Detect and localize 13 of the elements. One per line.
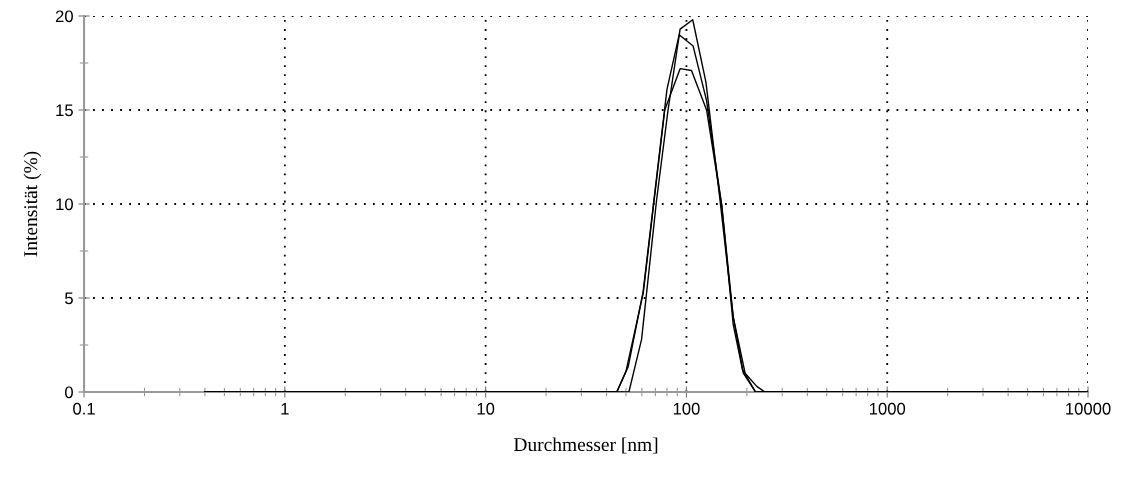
y-tick-label: 0 bbox=[65, 386, 73, 399]
x-tick-label: 1000 bbox=[869, 402, 906, 415]
y-tick-label: 10 bbox=[56, 198, 73, 211]
x-axis-title: Durchmesser [nm] bbox=[513, 437, 658, 454]
x-tick-label: 100 bbox=[673, 402, 700, 415]
y-axis-title: Intensität (%) bbox=[23, 151, 42, 257]
x-tick-label: 1 bbox=[281, 403, 289, 415]
x-tick-label: 10000 bbox=[1066, 402, 1111, 415]
x-tick-label: 10 bbox=[477, 402, 495, 415]
x-tick-label: 0.1 bbox=[73, 402, 95, 415]
y-tick-label: 20 bbox=[55, 10, 73, 23]
y-tick-label: 15 bbox=[56, 104, 73, 117]
y-tick-label: 5 bbox=[65, 292, 73, 305]
